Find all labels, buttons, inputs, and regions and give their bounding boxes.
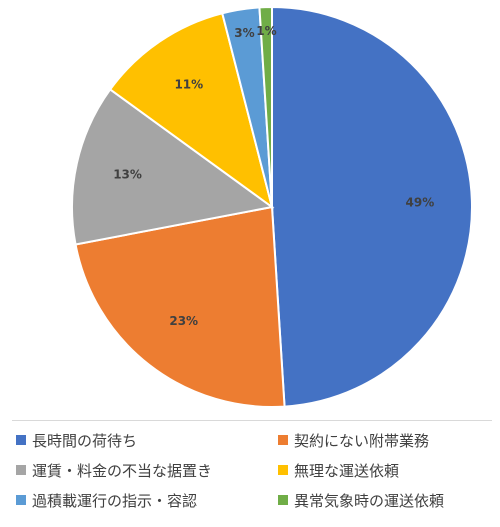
legend-label: 運賃・料金の不当な据置き bbox=[32, 461, 213, 480]
legend-label: 無理な運送依頼 bbox=[294, 461, 400, 480]
pie-plot-area: 49% 23% 13% 11% 3% 1% bbox=[71, 5, 473, 408]
legend-item-long-waiting: 長時間の荷待ち bbox=[16, 425, 278, 455]
legend-swatch bbox=[16, 435, 26, 445]
legend-swatch bbox=[16, 465, 26, 475]
legend-swatch bbox=[278, 495, 288, 505]
data-label: 3% bbox=[234, 26, 254, 40]
legend-label: 異常気象時の運送依頼 bbox=[294, 491, 445, 510]
data-label: 1% bbox=[256, 24, 276, 38]
legend-label: 長時間の荷待ち bbox=[32, 431, 138, 450]
data-label: 11% bbox=[174, 78, 203, 92]
legend-swatch bbox=[278, 435, 288, 445]
legend-swatch bbox=[278, 465, 288, 475]
slice-bad-weather bbox=[258, 5, 273, 208]
legend-item-overloading: 過積載運行の指示・容認 bbox=[16, 485, 278, 515]
legend-swatch bbox=[16, 495, 26, 505]
legend-label: 契約にない附帯業務 bbox=[294, 431, 430, 450]
slice-long-waiting bbox=[271, 5, 473, 408]
data-label: 49% bbox=[406, 195, 435, 209]
legend-label: 過積載運行の指示・容認 bbox=[32, 491, 198, 510]
legend-item-extra-duties: 契約にない附帯業務 bbox=[278, 425, 496, 455]
data-label: 23% bbox=[169, 314, 198, 328]
legend-item-unfair-fares: 運賃・料金の不当な据置き bbox=[16, 455, 278, 485]
data-label: 13% bbox=[113, 168, 142, 182]
legend: 長時間の荷待ち 契約にない附帯業務 運賃・料金の不当な据置き 無理な運送依頼 過… bbox=[12, 420, 492, 520]
slice-unfair-fares bbox=[71, 88, 275, 246]
legend-item-unreasonable-requests: 無理な運送依頼 bbox=[278, 455, 496, 485]
slice-extra-duties bbox=[74, 205, 286, 408]
legend-item-bad-weather: 異常気象時の運送依頼 bbox=[278, 485, 496, 515]
slice-unreasonable-requests bbox=[108, 12, 274, 210]
